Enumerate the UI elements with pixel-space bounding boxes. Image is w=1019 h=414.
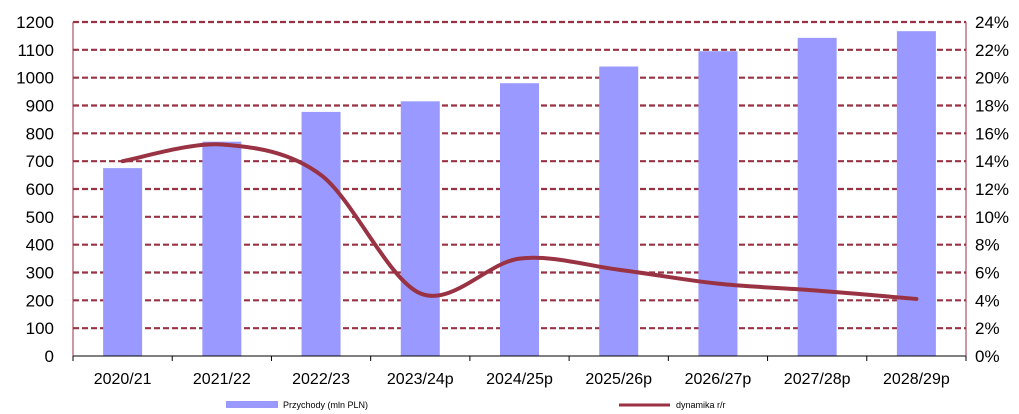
legend-label-line: dynamika r/r bbox=[676, 400, 726, 410]
bar bbox=[301, 111, 341, 356]
y-right-tick-label: 0% bbox=[975, 347, 1000, 366]
y-left-tick-label: 1200 bbox=[16, 13, 54, 32]
x-tick-label: 2023/24p bbox=[387, 371, 454, 388]
bar bbox=[698, 51, 738, 356]
x-tick-label: 2028/29p bbox=[883, 371, 950, 388]
bar bbox=[400, 101, 440, 356]
x-axis-labels: 2020/21 2021/22 2022/23 2023/24p 2024/25p 202… bbox=[94, 371, 950, 388]
y-left-tick-label: 900 bbox=[26, 97, 54, 116]
series-line bbox=[120, 142, 919, 301]
y-left-tick-label: 200 bbox=[26, 291, 54, 310]
y-right-tick-label: 16% bbox=[975, 124, 1009, 143]
bar bbox=[797, 37, 837, 357]
y-right-tick-label: 8% bbox=[975, 236, 1000, 255]
bar bbox=[599, 66, 639, 357]
x-tick-label: 2024/25p bbox=[486, 371, 553, 388]
bar-series bbox=[103, 31, 936, 357]
legend-swatch-bars bbox=[226, 401, 278, 408]
y-right-tick-label: 2% bbox=[975, 319, 1000, 338]
y-left-tick-label: 1100 bbox=[17, 41, 54, 60]
y-right-tick-label: 6% bbox=[975, 264, 1000, 283]
y-left-tick-label: 600 bbox=[26, 180, 54, 199]
x-tick-label: 2025/26p bbox=[585, 371, 652, 388]
bar bbox=[103, 168, 143, 356]
x-tick-label: 2020/21 bbox=[94, 371, 152, 388]
x-tick-label: 2027/28p bbox=[784, 371, 851, 388]
y-left-tick-label: 800 bbox=[26, 124, 54, 143]
y-axis-right-labels: 0% 2% 4% 6% 8% 10% 12% 14% 16% 18% 20% 22% 24% bbox=[975, 13, 1009, 366]
y-right-tick-label: 20% bbox=[975, 69, 1009, 88]
axes bbox=[72, 22, 967, 361]
line-series bbox=[120, 142, 919, 301]
y-left-tick-label: 700 bbox=[26, 152, 54, 171]
y-right-tick-label: 24% bbox=[975, 13, 1009, 32]
y-left-tick-label: 300 bbox=[26, 264, 54, 283]
bar bbox=[202, 141, 242, 356]
y-left-tick-label: 1000 bbox=[16, 69, 54, 88]
bar bbox=[500, 83, 539, 356]
y-right-tick-label: 18% bbox=[975, 97, 1009, 116]
y-right-tick-label: 10% bbox=[975, 208, 1009, 227]
legend: Przychody (mln PLN) dynamika r/r bbox=[226, 400, 726, 410]
y-left-tick-label: 500 bbox=[26, 208, 54, 227]
y-left-tick-label: 0 bbox=[45, 347, 54, 366]
bar bbox=[896, 31, 936, 357]
y-left-tick-label: 400 bbox=[26, 236, 54, 255]
y-right-tick-label: 4% bbox=[975, 291, 1000, 310]
y-axis-left-labels: 0 100 200 300 400 500 600 700 800 900 1000 1100 1200 bbox=[16, 13, 54, 366]
x-tick-label: 2026/27p bbox=[685, 371, 752, 388]
y-right-tick-label: 22% bbox=[975, 41, 1009, 60]
x-tick-label: 2022/23 bbox=[292, 371, 350, 388]
y-right-tick-label: 12% bbox=[975, 180, 1009, 199]
x-tick-label: 2021/22 bbox=[193, 371, 251, 388]
y-left-tick-label: 100 bbox=[26, 319, 54, 338]
y-right-tick-label: 14% bbox=[975, 152, 1009, 171]
legend-label-bars: Przychody (mln PLN) bbox=[283, 400, 368, 410]
